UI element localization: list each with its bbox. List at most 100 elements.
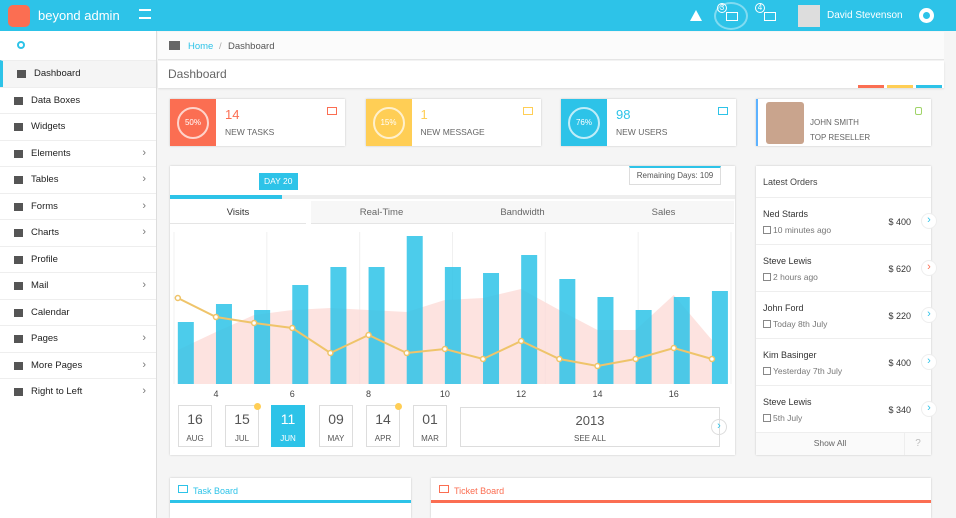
search[interactable] [17,41,25,49]
bar [406,236,423,384]
bar [521,255,538,384]
board: Task Board [170,478,411,518]
line-point [403,349,410,357]
date-box[interactable]: 16 AUG [178,405,212,447]
date-month: MAR [421,434,439,443]
progress-marker: DAY 20 [259,173,298,190]
board: Ticket Board [431,478,931,518]
warning-icon[interactable] [690,10,702,21]
date-box[interactable]: 11 JUN [271,405,305,447]
date-box[interactable]: 09 MAY [319,405,353,447]
breadcrumb-link[interactable]: Home [188,41,214,52]
menu-item[interactable]: Data Boxes [0,86,156,114]
brand[interactable]: beyond admin [38,8,120,23]
x-tick-label: 4 [213,389,218,399]
menu-item[interactable]: Widgets [0,113,156,140]
menu-arrow: › [142,199,146,212]
x-tick-label: 12 [516,389,526,399]
notification-badge: 4 [755,3,765,13]
order-name: Ned Stards [763,209,809,219]
order-amount: $ 620 [888,264,911,274]
menu-item[interactable]: Elements › [0,139,156,167]
board-title: Ticket Board [454,486,505,496]
settings-icon[interactable] [919,8,934,23]
date-box[interactable]: 14 APR [366,405,400,447]
date-dot [254,403,261,410]
line-point [441,345,449,353]
menu-item[interactable]: Pages › [0,325,156,352]
show-all[interactable]: Show All [813,438,847,448]
tab[interactable]: Visits [170,201,306,224]
header-button[interactable] [916,85,942,88]
menu-icon [14,149,23,158]
order-amount: $ 220 [888,311,911,321]
menu-item[interactable]: Charts › [0,219,156,246]
menu-label: More Pages [31,359,83,371]
menu-icon [17,70,26,78]
menu-icon [14,229,23,237]
stat-ring: 50% [177,107,209,139]
order-row[interactable]: Steve Lewis 5th July $ 340 › [756,385,937,432]
profile-name: JOHN SMITH [810,118,859,127]
bar [215,304,232,384]
menu-label: Calendar [31,306,70,318]
help: ? [904,432,931,455]
menu-item[interactable]: Right to Left › [0,378,156,405]
menu-item[interactable]: More Pages › [0,351,156,379]
date-box[interactable]: 15 JUL [225,405,259,447]
profile-role: TOP RESELLER [810,133,871,142]
menu-arrow: › [142,332,146,344]
menu-item[interactable]: Tables › [0,166,156,193]
year-box[interactable]: 2013 SEE ALL [460,407,720,447]
menu-icon [14,176,23,184]
menu-item[interactable]: Forms › [0,192,156,220]
line-point [365,331,372,339]
line-point [632,355,639,363]
breadcrumb-current: Dashboard [228,41,275,52]
menu-icon [14,335,23,343]
menu-toggle[interactable] [139,9,151,19]
stat-icon [718,107,728,115]
menu-item[interactable]: Mail › [0,272,156,299]
menu-label: Elements [31,147,71,159]
board-icon [178,485,188,493]
clock-icon [763,273,771,281]
menu-item[interactable]: Profile [0,245,156,273]
orders-title: Latest Orders [763,177,818,187]
line-point [556,355,563,363]
menu-label: Forms [31,200,58,212]
notification-icon[interactable] [714,2,748,30]
menu-item[interactable]: Calendar [0,298,156,326]
avatar [766,102,804,144]
date-month: APR [374,434,392,443]
date-day: 14 [375,411,391,427]
visits-chart: 4 6 8 10 12 14 16 [173,232,732,399]
progress-fill [170,195,282,199]
header-button[interactable] [858,85,884,88]
menu-item[interactable]: Dashboard [0,60,156,87]
bar [177,322,194,384]
tab[interactable]: Sales [593,201,734,224]
date-box[interactable]: 01 MAR [413,405,447,447]
header-button[interactable] [887,85,913,88]
order-row[interactable]: Kim Basinger Yesterday 7th July $ 400 › [756,338,937,385]
clock-icon [763,226,771,234]
line-point [327,349,334,357]
order-row[interactable]: Steve Lewis 2 hours ago $ 620 › [756,244,937,291]
notification-glyph [726,12,738,21]
order-row[interactable]: John Ford Today 8th July $ 220 › [756,291,937,338]
menu-icon [14,96,23,105]
clock-icon [763,320,771,328]
order-row[interactable]: Ned Stards 10 minutes ago $ 400 › [756,197,937,244]
order-time: 10 minutes ago [773,225,832,235]
menu-icon [14,255,23,264]
menu-label: Widgets [31,121,66,132]
date-day: 09 [328,411,344,427]
order-arrow: › [921,260,937,276]
user-name[interactable]: David Stevenson [827,10,903,21]
see-all: SEE ALL [573,434,607,443]
next-button[interactable]: › [711,419,727,435]
tab[interactable]: Real-Time [311,201,452,224]
tab[interactable]: Bandwidth [452,201,593,224]
